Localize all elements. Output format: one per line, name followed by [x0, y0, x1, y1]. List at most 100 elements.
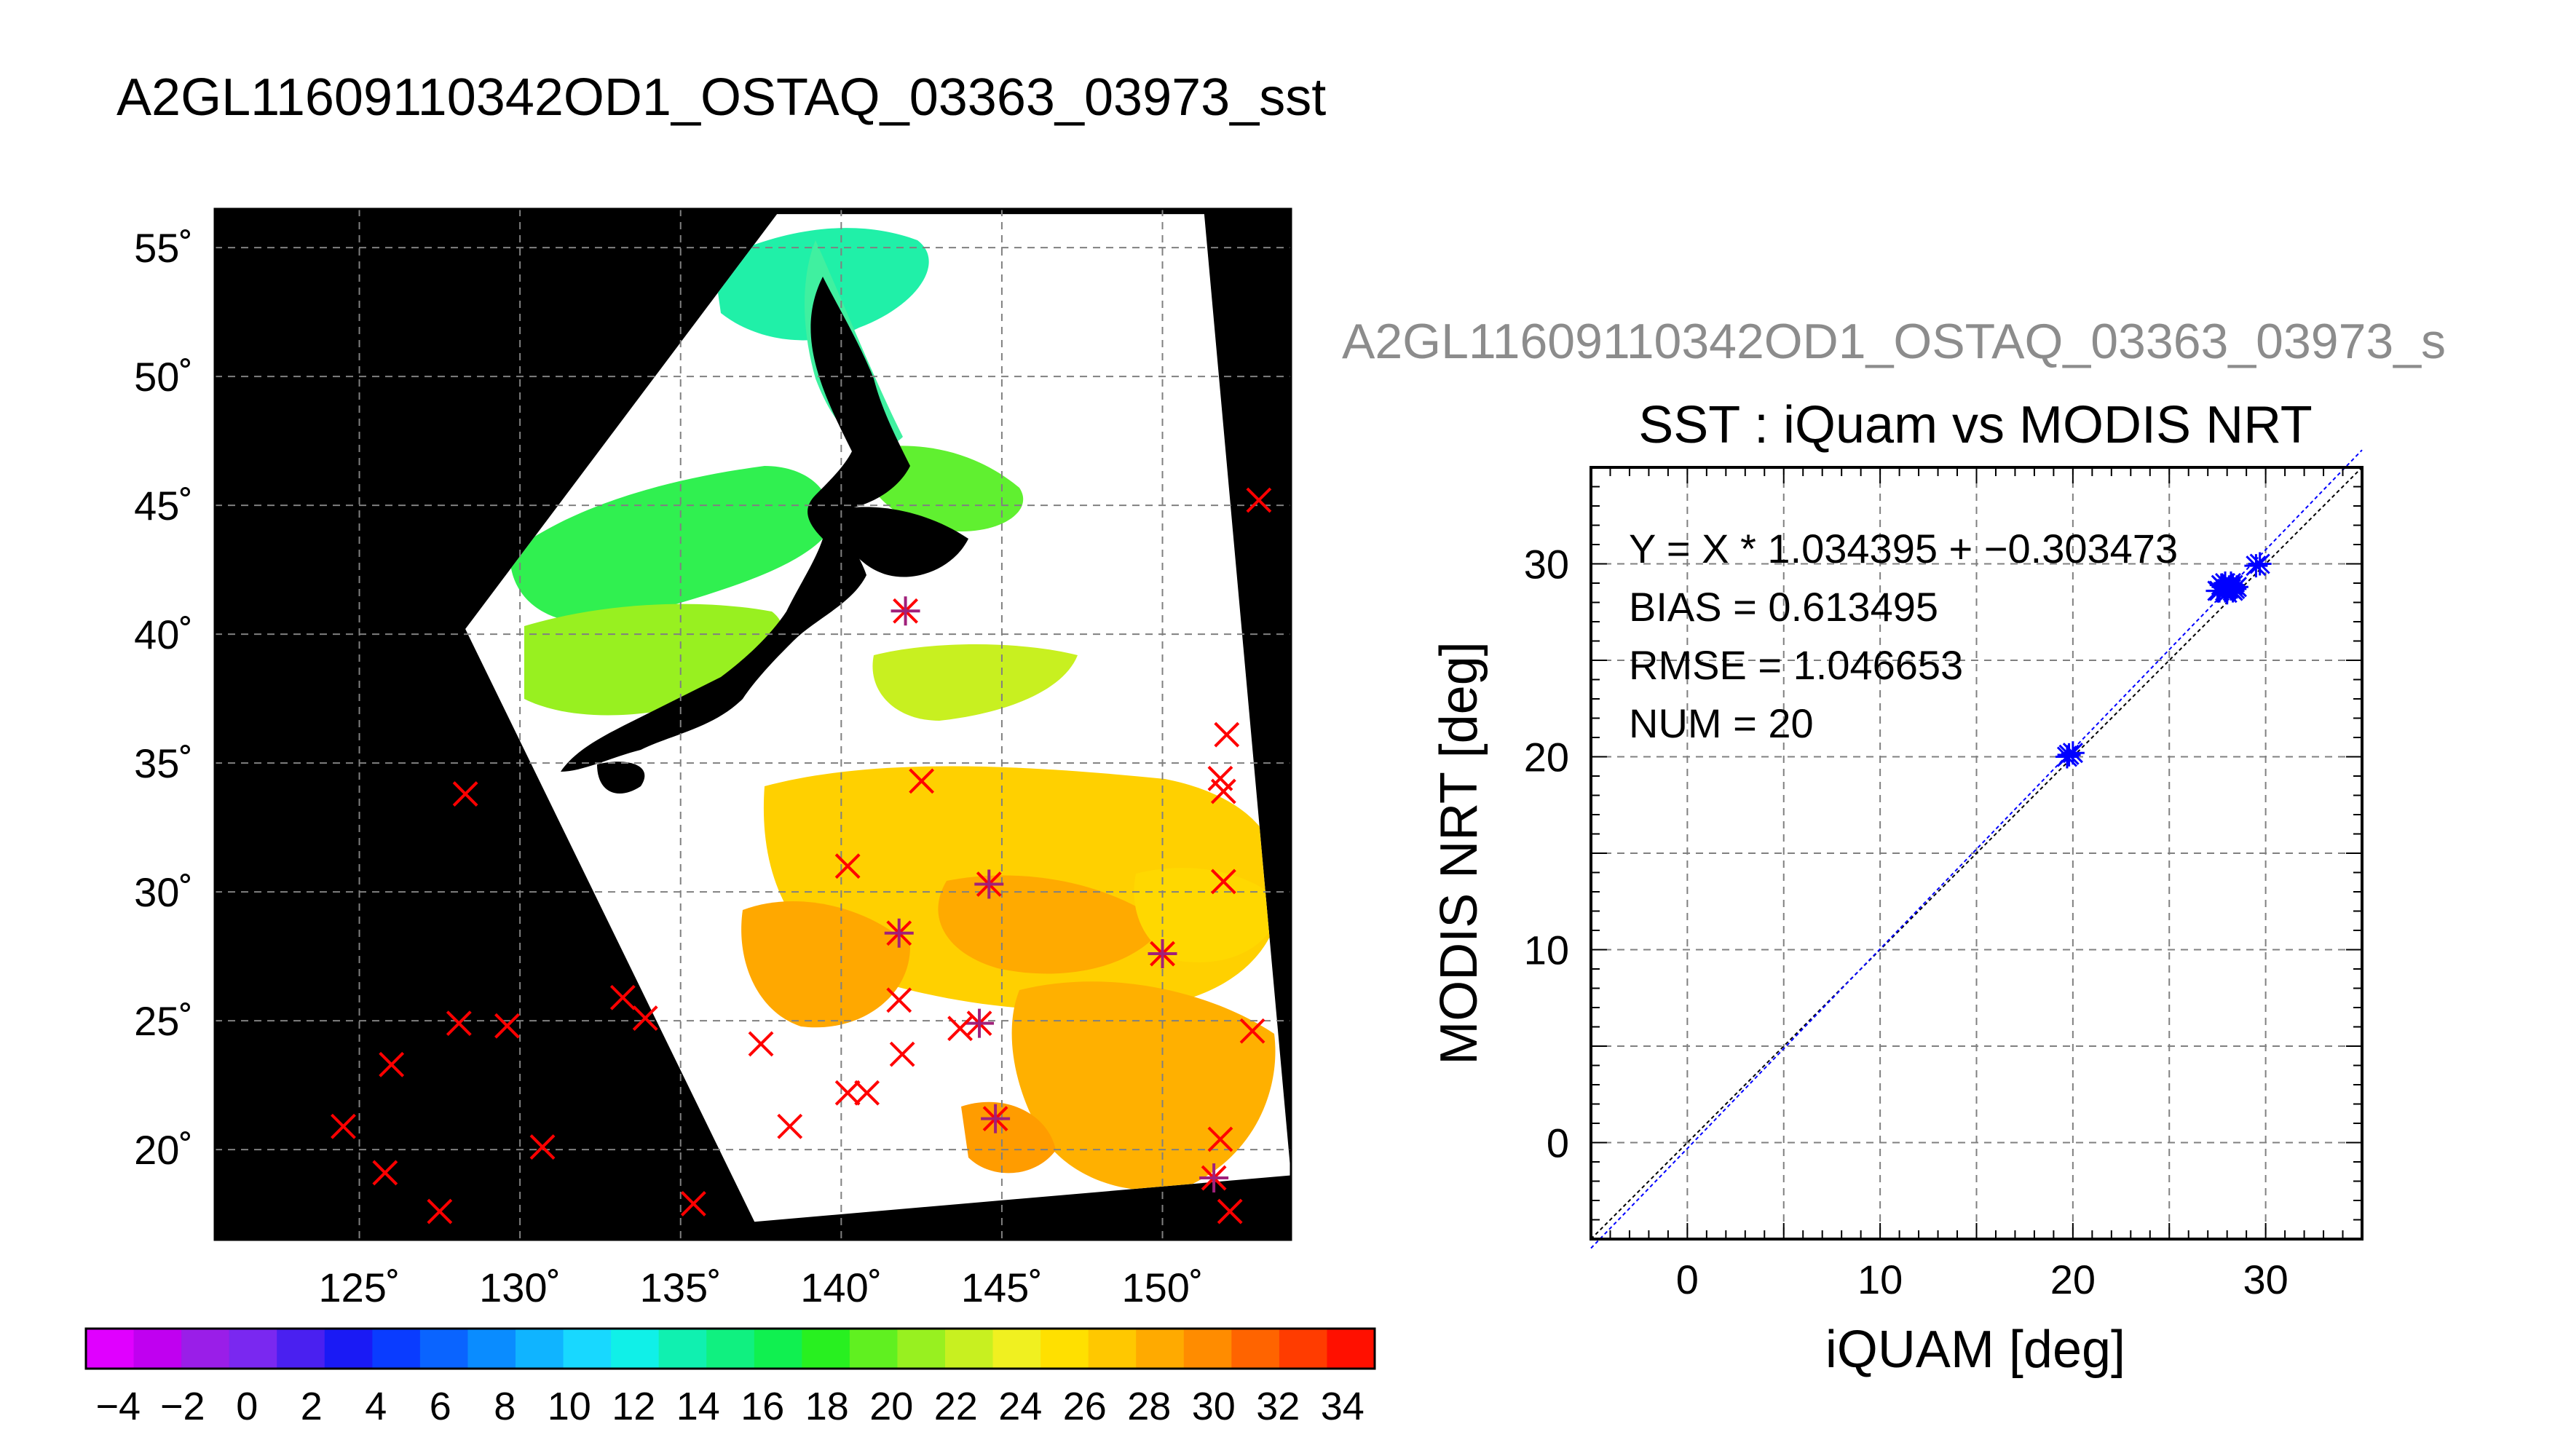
colorbar-swatch [229, 1329, 277, 1369]
marker-stroke [494, 1013, 520, 1039]
map-frame [213, 207, 1292, 1241]
matchup-rejected-marker [1207, 1126, 1233, 1152]
lon-tick-label: 130˚ [479, 1265, 561, 1310]
one-to-one-line [1590, 467, 2363, 1240]
colorbar-swatch [1231, 1329, 1280, 1369]
marker-stroke [886, 987, 912, 1013]
matchup-rejected-marker [1239, 1018, 1265, 1044]
colorbar-tick-label: 30 [1192, 1385, 1236, 1428]
lat-tick-label: 50˚ [134, 354, 193, 400]
map-gridlines [215, 209, 1291, 1240]
colorbar-tick-label: 4 [365, 1385, 387, 1428]
scatter-point [2248, 552, 2272, 576]
marker-stroke [446, 1010, 472, 1037]
scatter-y-axis-label: MODIS NRT [deg] [1430, 641, 1488, 1065]
scatter-title: SST : iQuam vs MODIS NRT [1638, 396, 2313, 454]
matchup-rejected-marker [331, 1113, 356, 1139]
scatter-y-tick-label: 0 [1547, 1120, 1569, 1166]
colorbar-tick-label: 26 [1063, 1385, 1107, 1428]
colorbar-swatch [849, 1329, 898, 1369]
matchup-accepted-marker [1199, 1163, 1229, 1193]
sst-patch-southeast [1011, 981, 1276, 1191]
scatter-y-tick-labels: 0 10 20 30 [1524, 542, 1569, 1166]
colorbar-tick-label: 12 [612, 1385, 655, 1428]
marker-stroke [1217, 1198, 1243, 1224]
matchup-rejected-marker [379, 1051, 405, 1077]
colorbar-tick-label: 32 [1256, 1385, 1300, 1428]
matchup-rejected-marker [1210, 869, 1236, 895]
matchup-rejected-marker [529, 1134, 556, 1160]
colorbar-tick-label: −2 [160, 1385, 205, 1428]
colorbar-swatch [419, 1329, 468, 1369]
colorbar-tick-label: 6 [430, 1385, 451, 1428]
matchup-accepted-marker [1148, 939, 1177, 969]
marker-stroke [331, 1113, 356, 1139]
fit-equation-text: Y = X * 1.034395 + −0.303473 [1629, 526, 2178, 571]
colorbar-tick-labels: −4 −2 0 2 4 6 8 10 12 14 16 18 20 22 24 26 28 30 32 34 [95, 1385, 1364, 1428]
matchup-rejected-marker [372, 1160, 398, 1186]
lat-tick-label: 20˚ [134, 1127, 193, 1173]
scatter-statistics: Y = X * 1.034395 + −0.303473 BIAS = 0.61… [1629, 526, 2178, 746]
colorbar-swatch [1327, 1329, 1375, 1369]
hokkaido-landmass [837, 507, 968, 577]
scatter-source-title: A2GL11609110342OD1_OSTAQ_03363_03973_s [1342, 314, 2446, 369]
colorbar-swatch [945, 1329, 994, 1369]
latitude-tick-labels: 55˚ 50˚ 45˚ 40˚ 35˚ 30˚ 25˚ 20˚ [134, 225, 193, 1173]
colorbar-swatch [897, 1329, 946, 1369]
matchup-rejected-marker [854, 1080, 880, 1106]
colorbar-swatch [1136, 1329, 1185, 1369]
lat-tick-label: 35˚ [134, 740, 193, 786]
sst-map-panel: 55˚50˚45˚40˚35˚30˚25˚20˚ 125˚ 130˚ 135˚ 140… [84, 207, 1376, 1428]
matchup-rejected-marker [889, 1041, 915, 1067]
colorbar-swatch [563, 1329, 612, 1369]
marker-stroke [427, 1198, 453, 1224]
scatter-x-tick-label: 0 [1676, 1257, 1699, 1302]
lat-tick-label: 55˚ [134, 225, 193, 271]
matchup-rejected-marker [446, 1010, 472, 1037]
lon-tick-label: 145˚ [961, 1265, 1043, 1310]
marker-stroke [947, 1016, 973, 1042]
matchup-accepted-marker [891, 596, 920, 626]
matchup-rejected-marker [834, 1080, 861, 1106]
sst-patch-japan-sea-north [510, 466, 831, 623]
scatter-y-tick-label: 30 [1524, 542, 1569, 587]
colorbar-tick-label: 20 [869, 1385, 913, 1428]
matchup-rejected-marker [680, 1191, 706, 1216]
matchup-rejected-marker [494, 1013, 520, 1039]
marker-stroke [854, 1080, 880, 1106]
marker-stroke [777, 1113, 803, 1139]
matchup-rejected-marker [909, 768, 935, 794]
matchup-markers [331, 487, 1272, 1224]
scatter-point [2055, 745, 2079, 769]
lat-tick-label: 30˚ [134, 869, 193, 915]
colorbar-swatch [992, 1329, 1041, 1369]
marker-stroke [1210, 869, 1236, 895]
sst-patch-pacific-east-japan [872, 644, 1078, 721]
matchup-rejected-marker [1214, 721, 1240, 748]
matchup-accepted-marker [974, 869, 1004, 899]
sst-patch-philippine-sea-north [741, 901, 910, 1028]
colorbar-tick-label: 28 [1127, 1385, 1171, 1428]
longitude-tick-labels: 125˚ 130˚ 135˚ 140˚ 145˚ 150˚ [318, 1265, 1203, 1310]
colorbar-tick-label: −4 [95, 1385, 141, 1428]
colorbar-tick-label: 24 [998, 1385, 1042, 1428]
colorbar-tick-label: 34 [1321, 1385, 1365, 1428]
scatter-points [2055, 552, 2272, 769]
matchup-rejected-marker [427, 1198, 453, 1224]
marker-stroke [1210, 778, 1236, 804]
marker-stroke [834, 853, 861, 879]
colorbar-tick-label: 18 [805, 1385, 849, 1428]
lon-tick-label: 135˚ [640, 1265, 722, 1310]
scatter-minor-ticks [1590, 467, 2363, 1240]
matchup-rejected-marker [609, 984, 636, 1010]
colorbar-swatch [516, 1329, 564, 1369]
scatter-x-tick-labels: 0 10 20 30 [1676, 1257, 2289, 1302]
marker-stroke [372, 1160, 398, 1186]
num-text: NUM = 20 [1629, 700, 1814, 746]
colorbar-frame [84, 1327, 1376, 1370]
matchup-rejected-marker [1210, 778, 1236, 804]
lat-tick-label: 45˚ [134, 483, 193, 529]
matchup-rejected-marker [834, 853, 861, 879]
scatter-y-tick-label: 10 [1524, 927, 1569, 973]
matchup-accepted-marker [965, 1008, 995, 1038]
